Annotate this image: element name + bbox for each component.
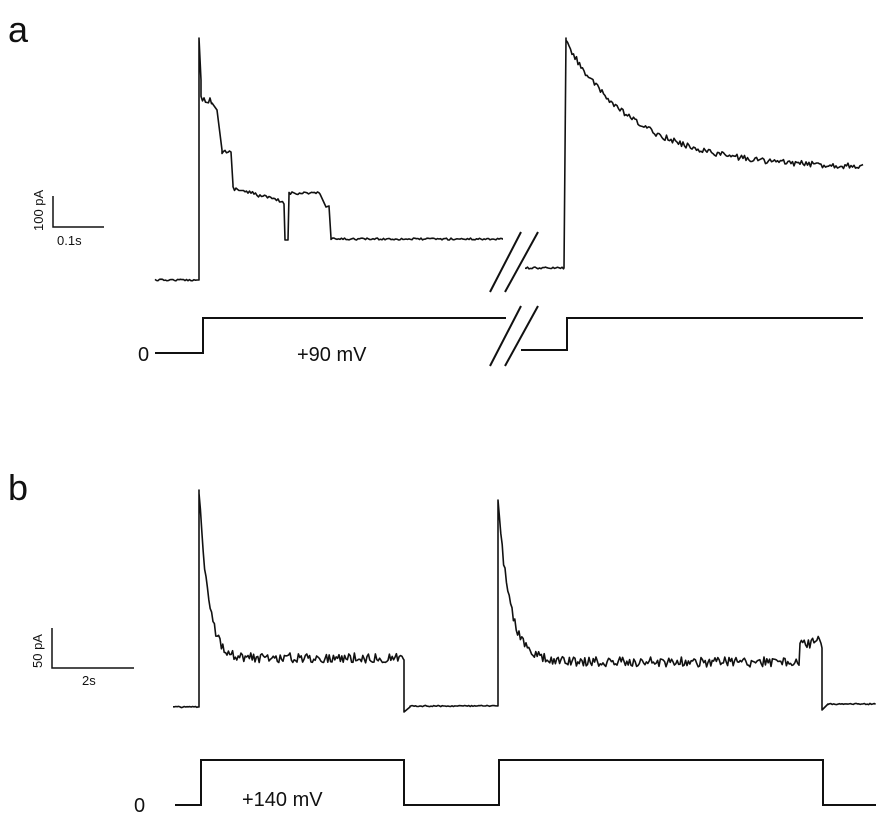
panel-b: b 50 pA 2s 0 +140 mV: [8, 467, 876, 813]
panel-a-current-trace-left: [154, 37, 506, 282]
panel-b-voltage-step: [175, 759, 876, 806]
panel-a-scale-bar: 100 pA 0.1s: [31, 189, 104, 248]
panel-a-holding-label: 0: [138, 344, 149, 366]
panel-a: a 100 pA 0.1s 0 +90 mV: [8, 9, 864, 367]
panel-b-label: b: [8, 467, 28, 508]
panel-a-voltage-step: [155, 317, 863, 354]
panel-a-scale-current: 100 pA: [31, 189, 46, 231]
panel-b-holding-label: 0: [134, 795, 145, 813]
panel-b-current-trace: [173, 489, 876, 713]
panel-a-scale-time: 0.1s: [57, 233, 82, 248]
panel-b-scale-time: 2s: [82, 673, 96, 688]
panel-b-scale-bar: 50 pA 2s: [30, 628, 134, 688]
panel-a-axis-break-marks: [489, 225, 539, 367]
panel-a-current-trace-right: [519, 37, 864, 270]
panel-a-step-label: +90 mV: [297, 344, 367, 366]
panel-a-label: a: [8, 9, 29, 50]
panel-b-scale-current: 50 pA: [30, 634, 45, 668]
panel-b-step-label: +140 mV: [242, 789, 323, 811]
